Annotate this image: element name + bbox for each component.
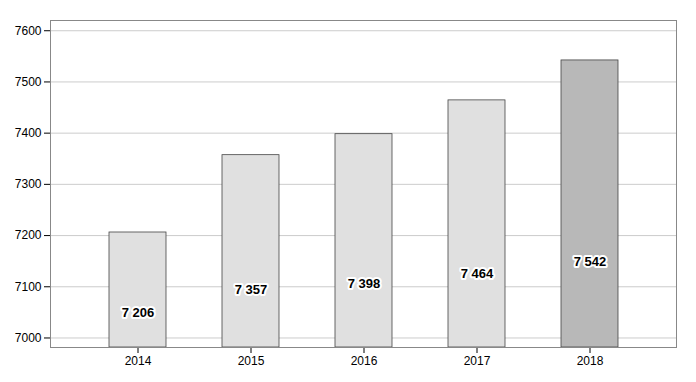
svg-text:2017: 2017 <box>464 354 491 368</box>
svg-text:7500: 7500 <box>15 75 42 89</box>
svg-text:7 398: 7 398 <box>348 276 381 291</box>
svg-text:7600: 7600 <box>15 24 42 38</box>
svg-text:7 357: 7 357 <box>235 282 268 297</box>
svg-text:7 206: 7 206 <box>122 305 155 320</box>
svg-text:7 464: 7 464 <box>461 266 494 281</box>
svg-text:7400: 7400 <box>15 126 42 140</box>
svg-text:7100: 7100 <box>15 280 42 294</box>
svg-text:2018: 2018 <box>577 354 604 368</box>
svg-text:7200: 7200 <box>15 228 42 242</box>
svg-text:7 542: 7 542 <box>574 254 607 269</box>
svg-text:2016: 2016 <box>351 354 378 368</box>
svg-text:7300: 7300 <box>15 177 42 191</box>
svg-text:7000: 7000 <box>15 331 42 345</box>
svg-text:2015: 2015 <box>238 354 265 368</box>
svg-text:2014: 2014 <box>125 354 152 368</box>
